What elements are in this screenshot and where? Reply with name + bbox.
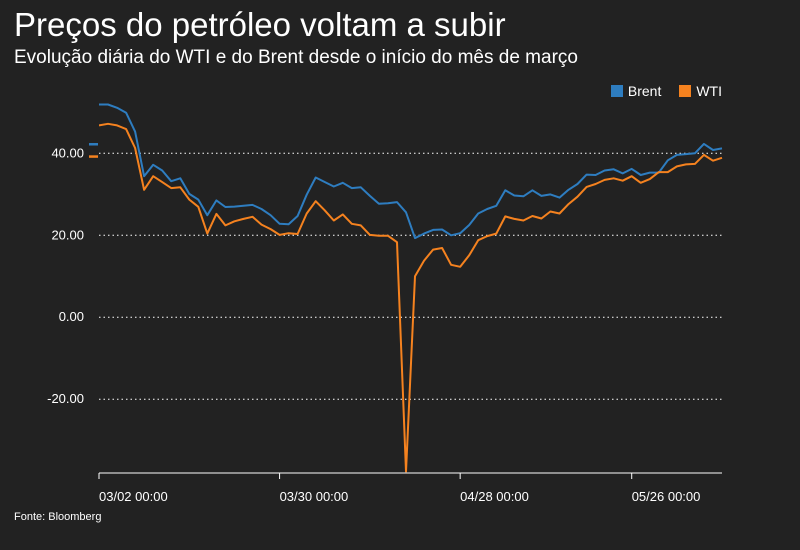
y-tick-label: 40.00 <box>51 145 84 160</box>
gridlines <box>99 152 722 400</box>
x-axis-ticks: 03/02 00:00 03/30 00:00 04/28 00:00 05/26 0… <box>98 473 701 504</box>
legend-swatch-wti <box>679 85 692 97</box>
legend-label-wti: WTI <box>696 83 722 99</box>
start-markers <box>89 143 98 158</box>
legend: Brent WTI <box>610 83 722 99</box>
series-lines <box>99 103 723 473</box>
y-tick-label: 20.00 <box>51 227 84 242</box>
legend-swatch-brent <box>610 85 623 97</box>
x-tick-label: 03/30 00:00 <box>280 489 349 504</box>
chart-subtitle: Evolução diária do WTI e do Brent desde … <box>14 47 578 68</box>
y-axis-ticks: 40.00 20.00 0.00 -20.00 <box>47 145 84 406</box>
x-tick-label: 03/02 00:00 <box>99 489 168 504</box>
series-line-brent <box>99 103 723 240</box>
legend-label-brent: Brent <box>627 83 662 99</box>
legend-item-wti[interactable]: WTI <box>679 83 722 99</box>
x-tick-label: 04/28 00:00 <box>460 489 529 504</box>
y-tick-label: 0.00 <box>59 309 84 324</box>
legend-item-brent[interactable]: Brent <box>610 83 662 99</box>
x-tick-label: 05/26 00:00 <box>632 489 701 504</box>
series-line-wti <box>99 122 723 473</box>
source-note: Fonte: Bloomberg <box>14 511 102 523</box>
chart-title: Preços do petróleo voltam a subir <box>14 6 506 43</box>
y-tick-label: -20.00 <box>47 391 84 406</box>
